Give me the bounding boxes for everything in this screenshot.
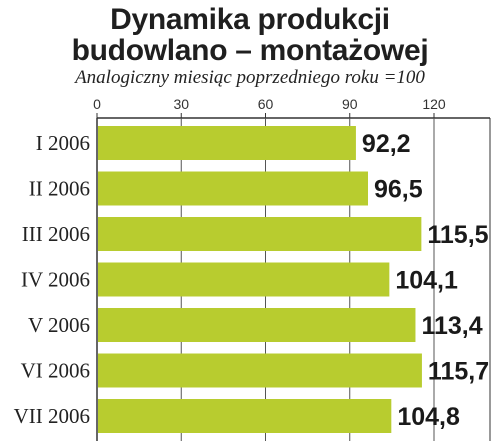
- bar: [98, 353, 422, 388]
- chart-subtitle: Analogiczny miesiąc poprzedniego roku =1…: [75, 67, 425, 88]
- value-label: 113,4: [421, 312, 482, 340]
- chart-title-line-1: Dynamika produkcji: [110, 3, 390, 36]
- value-label: 115,7: [428, 358, 489, 386]
- value-label: 104,1: [395, 267, 458, 295]
- x-tick-label: 90: [342, 96, 358, 112]
- category-label: IV 2006: [21, 268, 90, 292]
- category-label: I 2006: [36, 131, 90, 155]
- bar: [98, 399, 392, 433]
- x-tick-label: 120: [422, 96, 446, 112]
- category-label: VII 2006: [14, 404, 90, 428]
- x-tick-label: 30: [173, 96, 189, 112]
- chart-title-line-2: budowlano – montażowej: [71, 34, 429, 67]
- category-label: VI 2006: [21, 359, 90, 383]
- category-label: III 2006: [22, 222, 90, 246]
- value-label: 92,2: [362, 130, 411, 158]
- value-label: 96,5: [374, 176, 423, 204]
- value-label: 115,5: [427, 221, 488, 249]
- bar: [98, 171, 369, 206]
- value-label: 104,8: [397, 403, 460, 431]
- x-tick-label: 0: [93, 96, 101, 112]
- bar: [98, 308, 416, 342]
- x-tick-label: 60: [258, 96, 274, 112]
- bar: [98, 217, 422, 251]
- category-label: V 2006: [28, 313, 90, 337]
- chart-title: Dynamika produkcji budowlano – montażowe…: [0, 4, 500, 66]
- category-label: II 2006: [29, 177, 90, 201]
- bar: [98, 262, 390, 297]
- bar: [98, 126, 356, 160]
